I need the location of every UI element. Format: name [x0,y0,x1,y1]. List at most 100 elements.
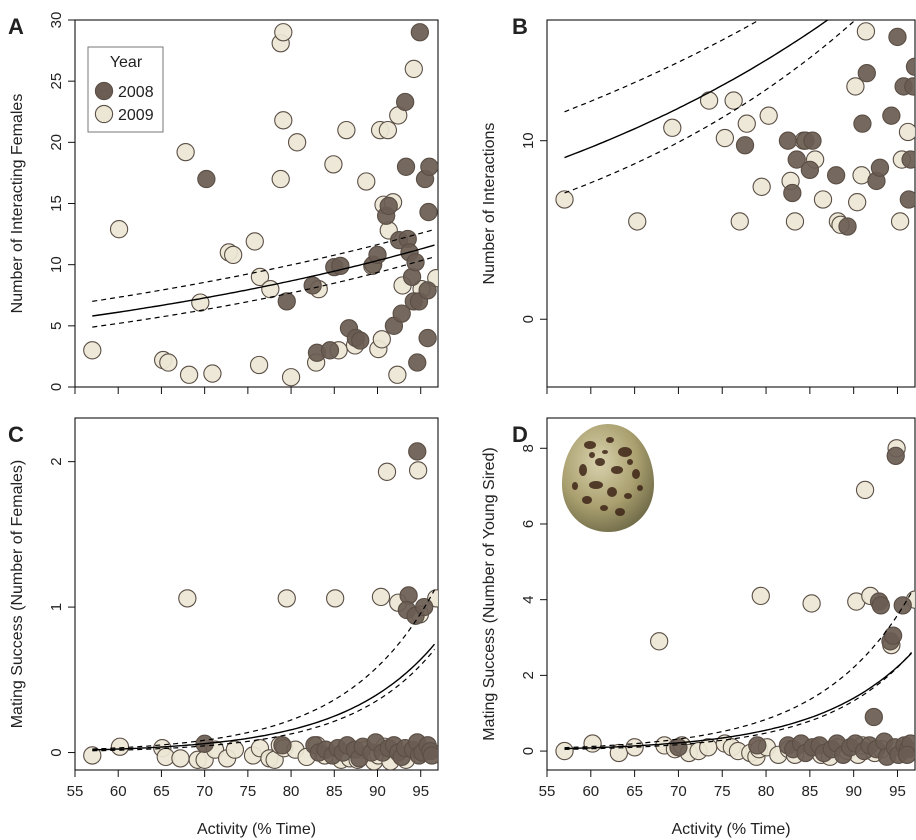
point-2008 [419,202,438,222]
point-2008 [853,114,872,133]
egg-spot [595,458,605,466]
point-2009 [324,155,343,174]
point-2009 [813,190,833,209]
point-2009 [224,245,243,265]
panel-letter: D [512,422,528,447]
ci-upper-line [92,589,436,750]
egg-spot [589,452,595,458]
x-tick-label: 55 [539,783,556,800]
point-2009 [159,353,178,372]
ci-upper-line [92,228,435,302]
point-2008 [379,196,398,216]
x-tick-label: 75 [240,783,257,800]
point-2008 [277,292,296,311]
x-tick-label: 55 [67,783,84,800]
egg-spot [584,441,596,449]
ci-lower-line [564,652,912,750]
point-2008 [408,353,427,372]
y-tick-label: 1 [48,603,65,611]
point-2009 [277,589,296,608]
x-tick-label: 80 [283,783,300,800]
point-2008 [883,626,903,645]
point-2009 [203,364,222,383]
point-2009 [848,193,867,212]
point-2008 [669,738,688,757]
ci-upper-line [564,592,913,749]
fit-line [564,20,829,159]
egg-spot [611,466,623,474]
y-axis: 0 5 10 15 20 25 30 [48,12,75,391]
point-2009 [663,118,682,137]
point-2008 [197,169,216,189]
fit-lines [92,228,435,328]
y-tick-label: 6 [520,520,537,528]
point-2008 [420,157,438,176]
y-tick-label: 0 [48,383,65,391]
fit-lines [564,20,857,194]
x-axis [74,387,422,394]
point-2008 [826,166,846,185]
egg-spot [579,464,587,476]
point-2009 [179,365,199,384]
fit-line [564,652,912,750]
x-tick-label: 95 [412,783,429,800]
y-tick-label: 4 [520,596,537,604]
point-2009 [271,169,290,189]
point-2009 [890,212,910,231]
x-axis: 55 60 65 70 75 80 85 90 95 [539,770,906,800]
y-tick-label: 8 [520,444,537,452]
point-2009 [628,212,647,231]
y-tick-label: 5 [48,322,65,330]
speckled-egg-icon [562,424,654,532]
point-2009 [555,741,574,761]
y-axis: 01050100150 [520,132,547,323]
fit-lines [564,592,913,750]
point-2008 [273,736,292,755]
point-2008 [351,331,370,350]
ci-lower-line [92,649,435,752]
legend-marker-2008 [94,81,114,101]
point-2008 [887,1,904,18]
point-2008 [778,131,798,150]
y-tick-label: 15 [48,195,65,212]
point-2009 [408,461,428,480]
x-axis [546,387,898,394]
x-tick-label: 70 [670,783,687,800]
egg-spot [589,481,603,489]
point-2009 [337,120,356,140]
point-2008 [857,63,876,83]
data-points [83,442,438,770]
egg-spot [624,493,632,499]
y-axis: 0 2 4 6 8 [520,444,547,755]
y-tick-label: 25 [48,73,65,90]
legend-label-2008: 2008 [118,84,154,101]
point-2008 [735,136,755,155]
y-tick-label: 2 [520,671,537,679]
point-2008 [845,1,862,18]
point-2009 [555,190,574,209]
x-axis: 55 60 65 70 75 80 85 90 95 [67,770,429,800]
panel-c: C 0 1 2 55 60 65 70 75 80 85 90 95 Mating Success (Nu… [8,417,439,838]
point-2008 [886,446,905,465]
point-2009 [759,106,778,125]
point-2009 [261,279,280,299]
y-axis-label: Number of Interactions [481,123,498,285]
x-tick-label: 90 [845,783,862,800]
point-2009 [377,462,397,481]
point-2009 [751,586,770,606]
point-2008 [418,328,437,348]
point-2009 [178,589,197,608]
point-2008 [803,131,822,150]
point-2009 [176,142,195,162]
x-tick-label: 60 [110,783,127,800]
panel-letter: A [8,14,24,39]
point-2009 [404,59,423,79]
point-2008 [838,217,857,236]
panel-a: A 0 5 10 15 20 25 30 Number of Interacting Femal… [8,12,439,394]
point-2008 [882,106,901,125]
x-tick-label: 90 [369,783,386,800]
point-2009 [846,77,865,96]
point-2009 [802,594,821,613]
point-2009 [785,212,805,231]
